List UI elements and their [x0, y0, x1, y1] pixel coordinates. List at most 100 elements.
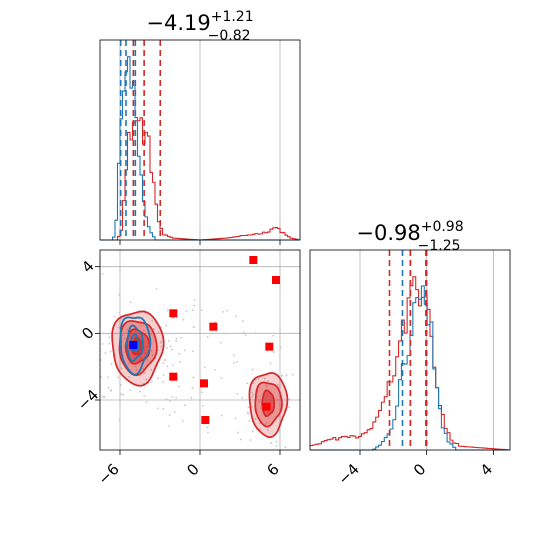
x-tick-label: −6 — [94, 460, 122, 488]
sample-point — [150, 381, 153, 383]
sample-point — [251, 405, 254, 408]
sample-point — [193, 326, 195, 328]
quantile-lines — [119, 40, 162, 240]
sample-point — [269, 362, 272, 365]
sample-point — [207, 431, 209, 434]
sample-point — [292, 460, 294, 462]
sample-point — [206, 335, 209, 338]
sample-point — [232, 361, 235, 364]
sample-point — [259, 428, 262, 431]
sample-point — [102, 395, 104, 398]
contour-blue — [119, 316, 152, 376]
sample-point — [234, 417, 237, 420]
sample-point — [157, 377, 160, 380]
sample-point — [241, 320, 244, 322]
sample-point — [170, 348, 173, 351]
sample-point — [162, 381, 164, 383]
sample-point — [247, 406, 250, 409]
sample-point — [128, 362, 131, 365]
sample-point — [277, 383, 279, 386]
sample-point — [254, 332, 257, 334]
x-tick-label: −4 — [334, 460, 362, 488]
sample-point — [220, 376, 223, 379]
sample-point — [107, 387, 110, 389]
sample-point — [175, 340, 178, 343]
sample-point — [178, 352, 181, 355]
sample-point — [160, 340, 163, 343]
sample-point — [262, 452, 264, 454]
plot-frame — [309, 249, 511, 451]
sample-point — [284, 446, 287, 449]
sample-point — [129, 389, 131, 392]
sample-point — [277, 398, 279, 401]
sample-point — [184, 404, 186, 407]
sample-point — [168, 339, 170, 342]
sample-point — [145, 378, 148, 381]
marker-blue — [129, 341, 138, 349]
sample-point — [145, 401, 148, 403]
sample-point — [107, 332, 110, 335]
histogram-panel-param2: −4 0 4 −0.98+0.98 −1.25 — [309, 219, 511, 488]
sample-point — [252, 382, 255, 385]
y-tick-label: 4 — [78, 257, 97, 276]
sample-point — [206, 426, 209, 429]
sample-point — [108, 342, 111, 345]
sample-point — [87, 344, 89, 346]
title-upper-error: +0.98 — [421, 219, 464, 235]
sample-point — [242, 331, 245, 334]
sample-point — [180, 336, 182, 339]
sample-point — [214, 368, 217, 371]
sample-point — [126, 328, 129, 331]
sample-point — [98, 388, 100, 390]
sample-point — [222, 310, 225, 313]
sample-point — [120, 393, 123, 396]
quantile-lines — [388, 250, 428, 450]
sample-point — [171, 364, 174, 367]
sample-point — [109, 350, 112, 353]
sample-point — [160, 345, 162, 348]
title-value: −4.19 — [146, 11, 210, 35]
sample-point — [200, 309, 203, 311]
sample-point — [178, 385, 180, 388]
sample-point — [150, 368, 153, 371]
sample-point — [239, 438, 242, 441]
sample-point — [92, 377, 94, 379]
contour-blue — [126, 324, 144, 362]
sample-point — [147, 359, 149, 361]
sample-point — [166, 365, 169, 368]
sample-point — [265, 385, 268, 388]
sample-point — [244, 334, 247, 336]
sample-point — [143, 395, 146, 397]
sample-point — [135, 368, 138, 371]
sample-point — [117, 326, 120, 329]
sample-point — [179, 361, 181, 363]
sample-point — [165, 324, 168, 327]
sample-point — [291, 373, 294, 376]
sample-point — [251, 430, 254, 433]
sample-point — [97, 345, 99, 347]
marker-red — [200, 379, 208, 388]
sample-point — [203, 366, 206, 369]
sample-point — [181, 420, 184, 422]
sample-point — [120, 367, 123, 370]
sample-point — [172, 317, 175, 320]
sample-point — [193, 299, 196, 302]
contour-panel-param1-param2: −6 0 6 −4 0 4 — [74, 249, 301, 488]
sample-point — [142, 367, 145, 370]
sample-point — [128, 376, 130, 378]
title-lower-error: −0.82 — [208, 28, 251, 44]
sample-point — [264, 423, 267, 426]
sample-point — [123, 337, 126, 340]
sample-point — [162, 374, 165, 376]
sample-point — [104, 352, 107, 354]
sample-point — [191, 387, 194, 389]
sample-point — [110, 363, 113, 366]
sample-point — [125, 331, 128, 334]
sample-point — [285, 374, 288, 376]
sample-point — [246, 382, 249, 385]
sample-point — [226, 309, 229, 312]
histogram-panel-param1: −4.19+1.21 −0.82 — [99, 9, 301, 245]
marker-red — [201, 416, 210, 424]
sample-point — [185, 310, 188, 313]
sample-point — [251, 368, 254, 371]
